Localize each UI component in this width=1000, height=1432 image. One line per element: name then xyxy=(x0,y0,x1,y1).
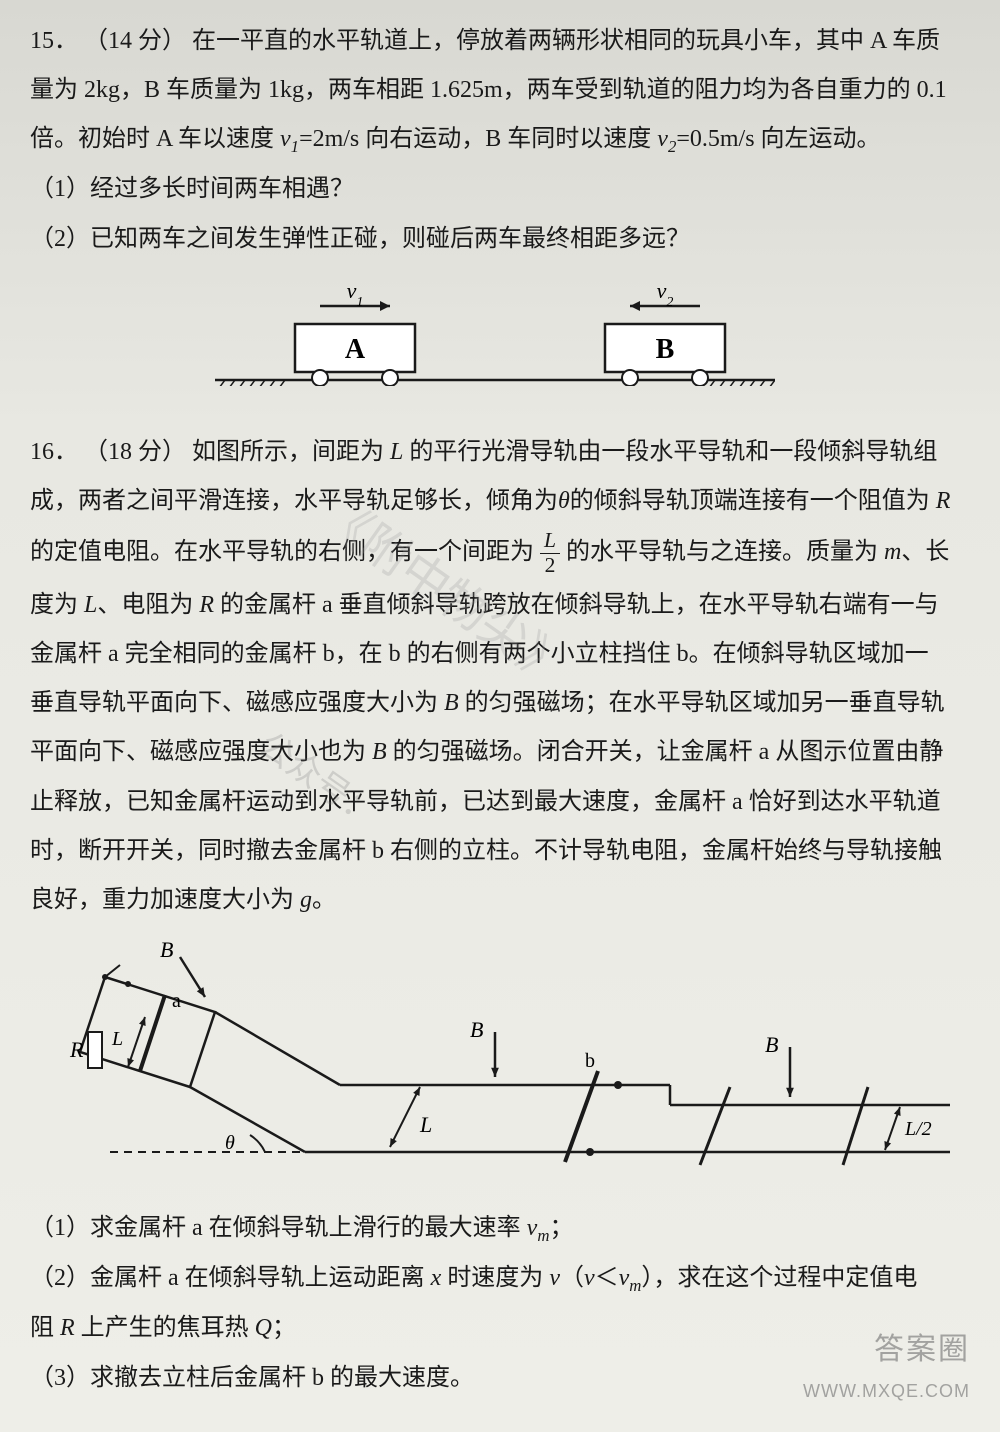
p16-l1: 16． （18 分） 如图所示，间距为 L 的平行光滑导轨由一段水平导轨和一段倾… xyxy=(30,431,960,474)
svg-text:θ: θ xyxy=(225,1132,235,1154)
problem-15: 15． （14 分） 在一平直的水平轨道上，停放着两辆形状相同的玩具小车，其中 … xyxy=(30,20,960,401)
p15-line2: 量为 2kg，B 车质量为 1kg，两车相距 1.625m，两车受到轨道的阻力均… xyxy=(30,69,960,112)
svg-text:B: B xyxy=(470,1017,483,1042)
problem-16: 16． （18 分） 如图所示，间距为 L 的平行光滑导轨由一段水平导轨和一段倾… xyxy=(30,431,960,1400)
p15-diagram: Av1Bv2 xyxy=(30,276,960,401)
p16-q2: （2）金属杆 a 在倾斜导轨上运动距离 x 时速度为 v（v＜vm），求在这个过… xyxy=(30,1257,960,1301)
svg-text:L/2: L/2 xyxy=(904,1118,932,1140)
p15-points: （14 分） xyxy=(84,28,186,54)
p16-l6: 垂直导轨平面向下、磁感应强度大小为 B 的匀强磁场；在水平导轨区域加另一垂直导轨 xyxy=(30,682,960,725)
p15-svg: Av1Bv2 xyxy=(215,276,775,386)
p15-q2: （2）已知两车之间发生弹性正碰，则碰后两车最终相距多远？ xyxy=(30,218,960,261)
p16-l2: 成，两者之间平滑连接，水平导轨足够长，倾角为θ的倾斜导轨顶端连接有一个阻值为 R xyxy=(30,480,960,523)
p16-l9: 时，断开开关，同时撤去金属杆 b 右侧的立柱。不计导轨电阻，金属杆始终与导轨接触 xyxy=(30,830,960,873)
p15-t1: 在一平直的水平轨道上，停放着两辆形状相同的玩具小车，其中 A 车质 xyxy=(192,28,940,54)
svg-text:L: L xyxy=(111,1028,123,1050)
corner-line1: 答案圈 xyxy=(803,1323,970,1377)
p16-l5: 金属杆 a 完全相同的金属杆 b，在 b 的右侧有两个小立柱挡住 b。在倾斜导轨… xyxy=(30,633,960,676)
svg-text:B: B xyxy=(160,937,173,962)
corner-watermark: 答案圈 WWW.MXQE.COM xyxy=(803,1323,970,1407)
svg-text:R: R xyxy=(69,1037,84,1062)
p16-q1: （1）求金属杆 a 在倾斜导轨上滑行的最大速率 vm； xyxy=(30,1207,960,1251)
svg-text:B: B xyxy=(765,1032,778,1057)
p16-l4: 度为 L、电阻为 R 的金属杆 a 垂直倾斜导轨跨放在倾斜导轨上，在水平导轨右端… xyxy=(30,584,960,627)
p16-diagram: Ra L Bθ L Bb B L/2 xyxy=(50,937,960,1182)
p16-l7: 平面向下、磁感应强度大小也为 B 的匀强磁场。闭合开关，让金属杆 a 从图示位置… xyxy=(30,731,960,774)
p15-line3: 倍。初始时 A 车以速度 v1=2m/s 向右运动，B 车同时以速度 v2=0.… xyxy=(30,118,960,162)
p16-l10: 良好，重力加速度大小为 g。 xyxy=(30,879,960,922)
p15-line1: 15． （14 分） 在一平直的水平轨道上，停放着两辆形状相同的玩具小车，其中 … xyxy=(30,20,960,63)
p16-svg: Ra L Bθ L Bb B L/2 xyxy=(50,937,970,1167)
p16-l8: 止释放，已知金属杆运动到水平导轨前，已达到最大速度，金属杆 a 恰好到达水平轨道 xyxy=(30,781,960,824)
p15-q1: （1）经过多长时间两车相遇？ xyxy=(30,168,960,211)
p15-number: 15． xyxy=(30,28,78,54)
svg-text:B: B xyxy=(656,334,675,365)
corner-line2: WWW.MXQE.COM xyxy=(803,1375,970,1407)
frac-L-over-2: L2 xyxy=(540,529,560,578)
svg-text:A: A xyxy=(345,334,366,365)
p16-l3: 的定值电阻。在水平导轨的右侧，有一个间距为 L2 的水平导轨与之连接。质量为 m… xyxy=(30,529,960,578)
svg-text:b: b xyxy=(585,1050,595,1072)
svg-text:L: L xyxy=(419,1112,432,1137)
svg-text:a: a xyxy=(172,990,181,1012)
